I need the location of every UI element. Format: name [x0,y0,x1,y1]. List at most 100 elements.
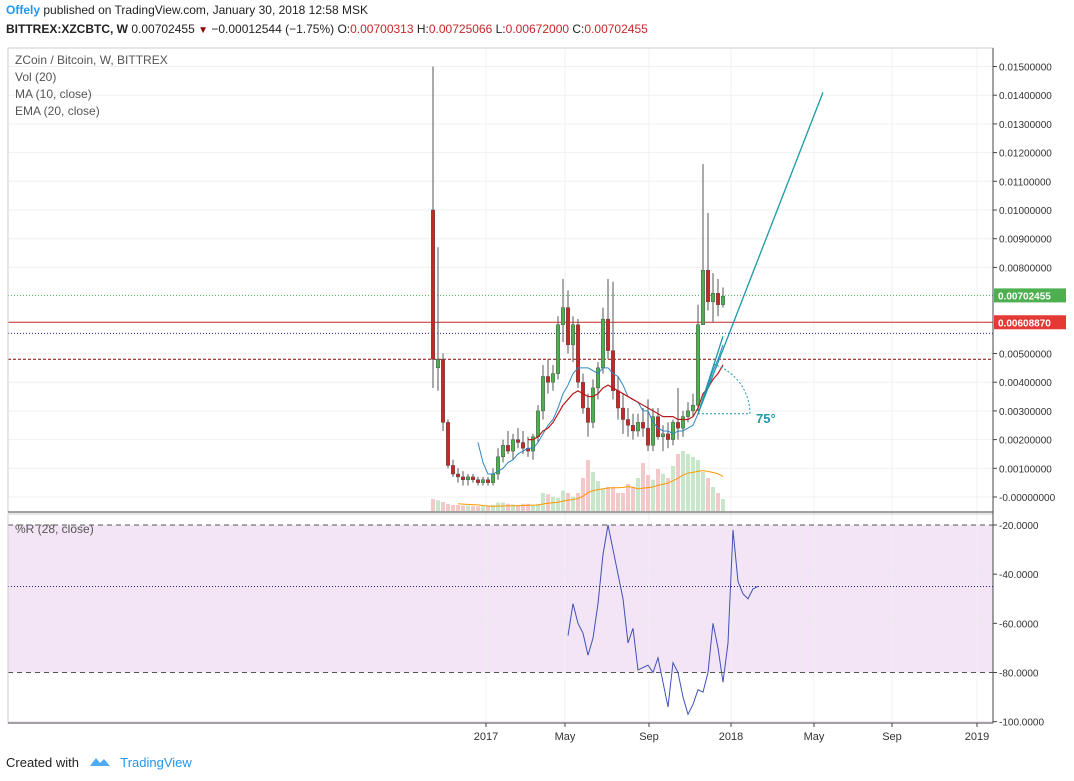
volume-bar [616,493,620,511]
legend-wr[interactable]: %R (28, close) [15,522,94,536]
volume-bar [506,503,510,511]
wr-y-tick-label: -20.0000 [999,521,1039,532]
y-tick-label: 0.00800000 [999,263,1052,274]
candle-body [521,442,526,449]
high-value: 0.00725066 [428,22,493,36]
candle-body [636,422,641,432]
tradingview-logo-icon [89,758,110,766]
volume-bar [461,505,465,511]
y-tick-label: 0.01100000 [999,177,1052,188]
volume-bar [656,469,660,511]
volume-bar [436,500,440,511]
volume-bar [546,494,550,511]
wr-y-tick-label: -80.0000 [999,669,1039,680]
tradingview-brand[interactable]: TradingView [120,755,192,770]
volume-bar [446,503,450,511]
volume-bar [661,473,665,511]
candle-body [486,479,491,483]
volume-bar [576,493,580,511]
legend-ema[interactable]: EMA (20, close) [15,104,100,118]
volume-bar [511,504,515,511]
volume-bar [716,493,720,511]
volume-bar [686,454,690,511]
volume-bar [676,454,680,511]
y-tick-label: -0.00000000 [999,493,1056,504]
x-tick-label: Sep [882,731,902,743]
candle-body [461,476,466,480]
author-name[interactable]: Offely [6,3,41,17]
candle-body [581,382,586,409]
legend-ma[interactable]: MA (10, close) [15,87,92,101]
candle-body [716,293,721,305]
price-change: −0.00012544 (−1.75%) [211,22,335,36]
candle-body [531,436,536,452]
candle-body [476,479,481,483]
candle-body [696,324,701,406]
price-label-box [994,288,1066,303]
volume-bar [481,506,485,511]
y-tick-label: 0.01200000 [999,149,1052,160]
candle-body [616,390,621,409]
volume-bar [556,497,560,511]
candle-body [596,367,601,389]
x-tick-label: 2018 [719,731,743,743]
volume-bar [486,505,490,511]
trend-line [697,92,824,415]
volume-bar [516,505,520,511]
x-tick-label: 2017 [474,731,498,743]
candle-body [691,404,696,412]
candle-body [506,445,511,452]
x-tick-label: May [804,731,825,743]
down-arrow-icon: ▼ [198,25,208,36]
last-price: 0.00702455 [131,22,195,36]
volume-bar [681,451,685,511]
volume-bar [566,493,570,511]
candle-body [641,422,646,429]
volume-bar [696,460,700,511]
publish-header: Offely published on TradingView.com, Jan… [6,3,368,17]
y-tick-label: 0.00100000 [999,464,1052,475]
volume-bar [496,502,500,511]
volume-bar [706,478,710,511]
candle-body [436,359,441,369]
trend-line [697,336,724,414]
candle-body [666,433,671,440]
y-tick-label: 0.01500000 [999,63,1052,74]
candle-body [466,476,471,480]
x-tick-label: 2019 [965,731,989,743]
volume-bar [626,484,630,511]
candle-body [556,324,561,374]
candle-body [451,465,456,475]
candle-body [681,416,686,429]
volume-bar [591,472,595,511]
low-value: 0.00672000 [505,22,570,36]
wr-line [567,524,759,716]
candle-body [571,324,576,346]
angle-arc [711,363,751,414]
y-tick-label: 0.00200000 [999,436,1052,447]
volume-bar [476,506,480,511]
price-label-box [994,315,1066,330]
candle-body [601,318,606,369]
created-with-text: Created with [6,755,79,770]
angle-label: 75° [756,411,776,426]
candle-body [606,318,611,351]
volume-bar [441,502,445,511]
candle-body [551,373,556,383]
y-tick-label: 0.00300000 [999,407,1052,418]
volume-bar [526,503,530,511]
volume-bar [596,481,600,511]
volume-bar [666,478,670,511]
ma-10-line [477,344,724,475]
candle-body [546,376,551,383]
volume-bar [471,506,475,511]
legend-vol[interactable]: Vol (20) [15,70,57,84]
volume-bar [721,499,725,511]
candle-body [586,407,591,423]
volume-bar [636,478,640,511]
candle-body [711,293,716,303]
y-tick-label: 0.01300000 [999,120,1052,131]
ema-20-line [528,364,724,441]
candle-body [471,476,476,480]
